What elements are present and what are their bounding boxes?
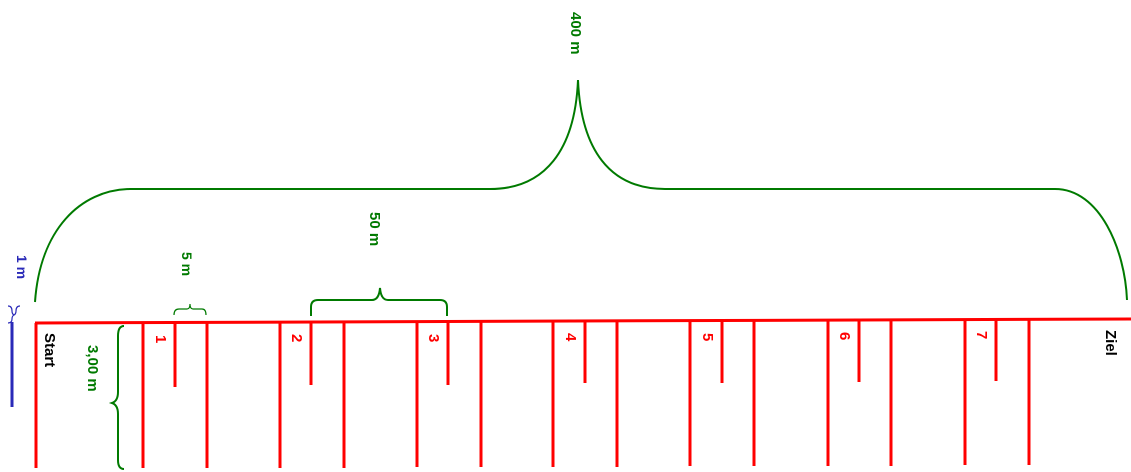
segment-distance-label: 50 m	[366, 212, 383, 246]
scale-bar-group: 1 m	[7, 255, 30, 407]
small-distance-label: 5 m	[179, 252, 195, 276]
marker-number: 7	[973, 331, 990, 339]
marker-number: 5	[699, 333, 716, 341]
height-brace	[108, 325, 125, 470]
marker-number: 2	[288, 334, 305, 342]
marker-number: 3	[425, 334, 442, 342]
start-label: Start	[41, 333, 58, 367]
scale-brace	[7, 305, 21, 324]
marker-number: 1	[152, 335, 169, 343]
segment-distance-brace	[310, 287, 448, 316]
height-label: 3,00 m	[84, 345, 101, 392]
finish-label: Ziel	[1102, 330, 1119, 356]
marker-number: 4	[562, 333, 579, 342]
small-distance-brace	[173, 303, 207, 316]
long-posts	[141, 320, 1031, 468]
marker-number: 6	[836, 332, 853, 340]
track-baseline	[34, 317, 1131, 325]
total-distance-brace	[34, 79, 1128, 303]
total-distance-label: 400 m	[567, 12, 584, 55]
marker-numbers: 1 2 3 4 5 6 7	[152, 331, 990, 343]
short-markers	[173, 320, 998, 387]
scale-label: 1 m	[14, 255, 30, 279]
